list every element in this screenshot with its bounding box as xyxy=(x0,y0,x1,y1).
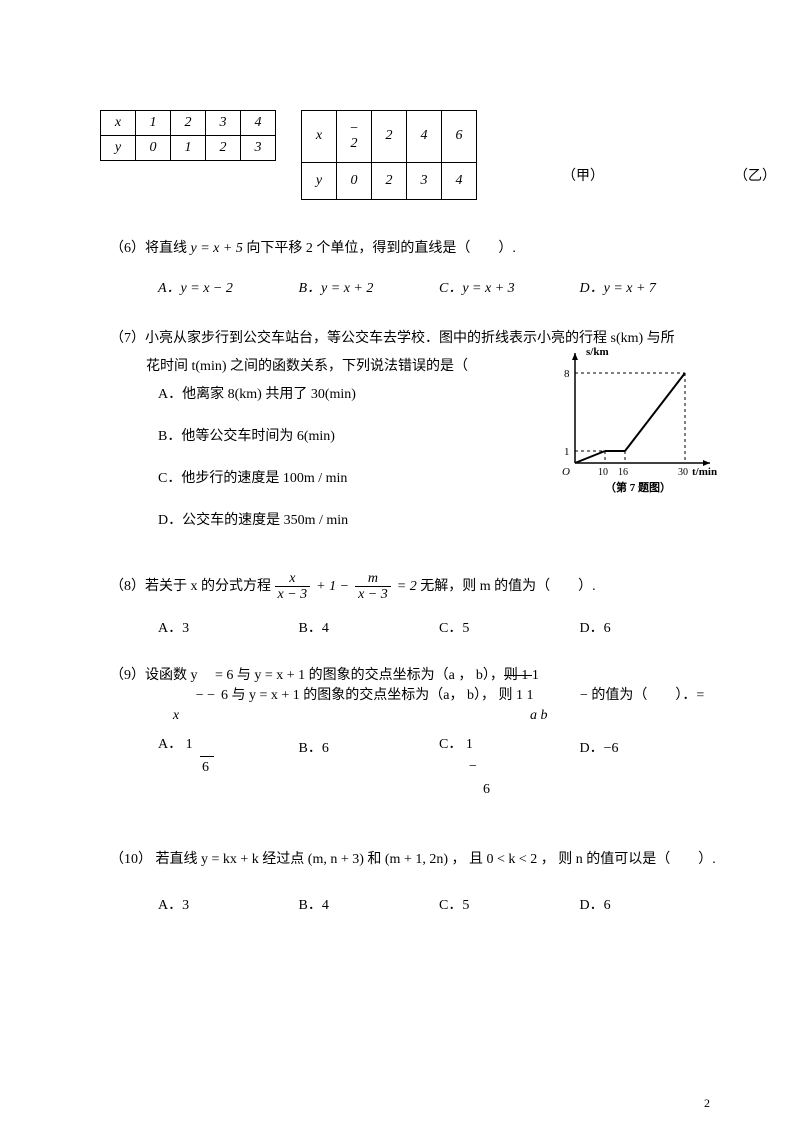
q10-stem: （10） 若直线 y = kx + k 经过点 (m, n + 3) 和 (m … xyxy=(110,846,720,874)
cell: 3 xyxy=(241,136,276,161)
q6-text-b: 向下平移 2 个单位，得到的直线是（ ）. xyxy=(246,241,516,256)
caption: （第 7 题图） xyxy=(605,480,671,493)
table-row: x 1 2 3 4 xyxy=(101,111,276,136)
q7-text: 花时间 t(min) 之间的函数关系，下列说法错误的是（ A．他离家 8(km)… xyxy=(110,353,550,549)
q8-opt-d: D．6 xyxy=(580,615,721,643)
q8-options: A．3 B．4 C．5 D．6 xyxy=(158,615,720,643)
q7-opt-c: C．他步行的速度是 100m / min xyxy=(158,465,550,493)
q9-r1a: （9）设函数 y xyxy=(110,665,215,687)
cell: 4 xyxy=(442,162,477,199)
q9-opt-d: D．−6 xyxy=(580,734,721,801)
q10-opt-b: B．4 xyxy=(299,892,440,920)
cell: 2 xyxy=(171,111,206,136)
q6-opt-b: B．y = x + 2 xyxy=(299,275,440,303)
frac-num: x xyxy=(275,571,311,587)
cell: y xyxy=(302,162,337,199)
cell: 2 xyxy=(372,162,407,199)
q9-r3a: x xyxy=(110,705,242,727)
page-number: 2 xyxy=(704,1096,710,1111)
q6-stem: （6）将直线 y = x + 5 向下平移 2 个单位，得到的直线是（ ）. xyxy=(110,235,720,263)
q8-opt-c: C．5 xyxy=(439,615,580,643)
q7-graph: s/km t/min 8 1 O 10 16 30 （第 7 题图） xyxy=(550,343,720,504)
table-1: x 1 2 3 4 y 0 1 2 3 xyxy=(100,110,276,161)
cell: 4 xyxy=(241,111,276,136)
q6-opt-a: A．y = x − 2 xyxy=(158,275,299,303)
table-row: y 0 2 3 4 xyxy=(302,162,477,199)
q7-opt-a: A．他离家 8(km) 共用了 30(min) xyxy=(158,381,550,409)
q8-text-a: （8）若关于 x 的分式方程 xyxy=(110,579,275,594)
xtick16: 16 xyxy=(618,467,628,478)
cell: 3 xyxy=(206,111,241,136)
question-6: （6）将直线 y = x + 5 向下平移 2 个单位，得到的直线是（ ）. A… xyxy=(110,235,720,303)
cell: 2 xyxy=(372,111,407,163)
cell: 2 xyxy=(206,136,241,161)
cell: 0 xyxy=(337,162,372,199)
frac-den: x − 3 xyxy=(275,587,311,602)
q8-rhs: = 2 xyxy=(397,573,417,601)
cell: x xyxy=(101,111,136,136)
q6-opt-d: D．y = x + 7 xyxy=(580,275,721,303)
cell: −2 xyxy=(337,111,372,163)
q9-row2: − − 6 与 y = x + 1 的图象的交点坐标为（a， b）， 则 1 1… xyxy=(110,685,720,707)
tables-row: x 1 2 3 4 y 0 1 2 3 x −2 2 4 6 xyxy=(100,110,720,200)
q7-opt-b: B．他等公交车时间为 6(min) xyxy=(158,423,550,451)
frac-den: x − 3 xyxy=(355,587,391,602)
q8-opt-a: A．3 xyxy=(158,615,299,643)
cell: 3 xyxy=(407,162,442,199)
q7-chart-svg: s/km t/min 8 1 O 10 16 30 （第 7 题图） xyxy=(550,343,720,493)
q10-opt-c: C．5 xyxy=(439,892,580,920)
table-row: y 0 1 2 3 xyxy=(101,136,276,161)
q9-row1: （9）设函数 y = 6 与 y = x + 1 的图象的交点坐标为（a ， b… xyxy=(110,665,720,687)
q8-opt-b: B．4 xyxy=(299,615,440,643)
q6-text-a: （6）将直线 xyxy=(110,241,191,256)
frac-num: m xyxy=(355,571,391,587)
q7-opt-d: D．公交车的速度是 350m / min xyxy=(158,507,550,535)
label-yi: （乙） xyxy=(734,165,776,185)
ytick8: 8 xyxy=(564,368,570,380)
q9-options: A． 1 6 B．6 C． 1 − 6 D．−6 xyxy=(158,734,720,801)
q9-opt-c: C． 1 − 6 xyxy=(439,734,580,801)
q9-r2b: 6 与 y = x + 1 的图象的交点坐标为（a， b）， 则 1 1 xyxy=(221,685,580,707)
question-9: （9）设函数 y = 6 与 y = x + 1 的图象的交点坐标为（a ， b… xyxy=(110,665,720,801)
ylabel: s/km xyxy=(586,346,609,358)
label-jia: （甲） xyxy=(562,165,604,185)
page: x 1 2 3 4 y 0 1 2 3 x −2 2 4 6 xyxy=(0,0,800,1131)
q10-opt-a: A．3 xyxy=(158,892,299,920)
cell: 4 xyxy=(407,111,442,163)
ytick1: 1 xyxy=(564,446,570,458)
q9-opt-a: A． 1 6 xyxy=(158,734,299,801)
q9-r2c: − 的值为（ ）．= xyxy=(580,685,720,707)
q6-eq: y = x + 5 xyxy=(191,241,243,256)
cell: y xyxy=(101,136,136,161)
q8-stem: （8）若关于 x 的分式方程 xx − 3 + 1 − mx − 3 = 2 无… xyxy=(110,571,720,603)
q9-row3: x a b xyxy=(110,705,720,727)
xtick30: 30 xyxy=(678,467,688,478)
cell: x xyxy=(302,111,337,163)
q7-line2: 花时间 t(min) 之间的函数关系，下列说法错误的是（ xyxy=(146,353,550,381)
q9-r3b: a b xyxy=(530,705,720,727)
q8-equation: xx − 3 + 1 − mx − 3 = 2 xyxy=(275,571,417,603)
origin: O xyxy=(562,466,570,478)
table-2: x −2 2 4 6 y 0 2 3 4 xyxy=(301,110,477,200)
cell: 1 xyxy=(136,111,171,136)
q8-mid: + 1 − xyxy=(316,573,349,601)
q6-opt-c: C．y = x + 3 xyxy=(439,275,580,303)
q10-options: A．3 B．4 C．5 D．6 xyxy=(158,892,720,920)
q8-text-b: 无解，则 m 的值为（ ）. xyxy=(420,579,595,594)
question-8: （8）若关于 x 的分式方程 xx − 3 + 1 − mx − 3 = 2 无… xyxy=(110,571,720,643)
table-labels: （甲） （乙） xyxy=(502,110,776,185)
question-7: （7）小亮从家步行到公交车站台，等公交车去学校．图中的折线表示小亮的行程 s(k… xyxy=(110,325,720,549)
xlabel: t/min xyxy=(692,466,717,478)
question-10: （10） 若直线 y = kx + k 经过点 (m, n + 3) 和 (m … xyxy=(110,846,720,920)
q9-r1b: = 6 与 y = x + 1 的图象的交点坐标为（a ， b），则 1 1 xyxy=(215,665,720,687)
q9-opt-b: B．6 xyxy=(299,734,440,801)
q6-options: A．y = x − 2 B．y = x + 2 C．y = x + 3 D．y … xyxy=(158,275,720,303)
xtick10: 10 xyxy=(598,467,608,478)
table-row: x −2 2 4 6 xyxy=(302,111,477,163)
cell: 6 xyxy=(442,111,477,163)
q10-opt-d: D．6 xyxy=(580,892,721,920)
cell: 1 xyxy=(171,136,206,161)
cell: 0 xyxy=(136,136,171,161)
